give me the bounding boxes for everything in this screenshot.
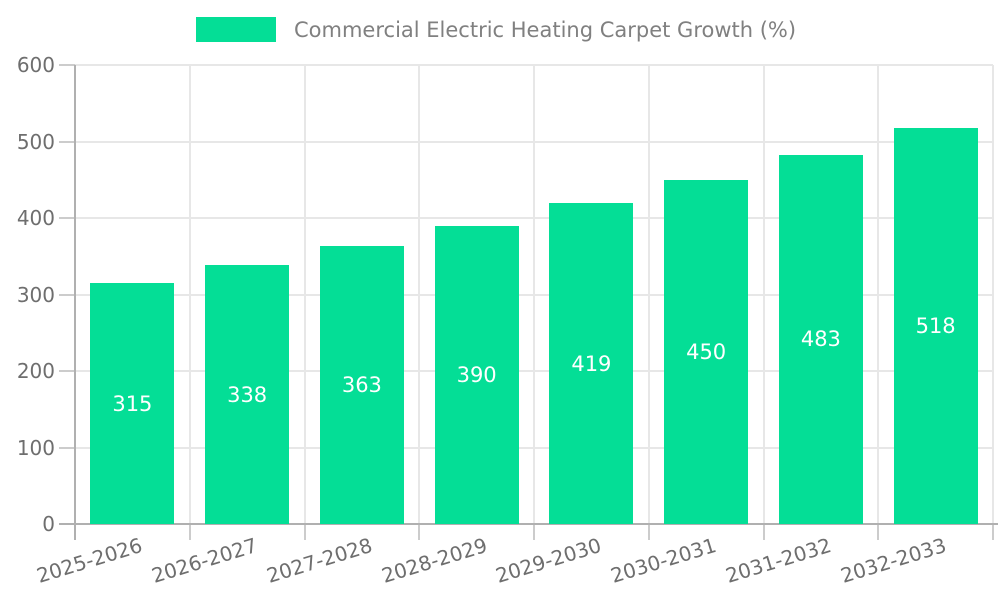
bar-value-label: 363: [341, 373, 382, 398]
legend-swatch: [196, 17, 276, 42]
legend-label: Commercial Electric Heating Carpet Growt…: [294, 17, 797, 42]
y-axis-tick-label: 200: [16, 359, 55, 383]
v-gridline: [303, 65, 306, 524]
x-axis-tick: [877, 524, 880, 540]
x-axis-tick: [762, 524, 765, 540]
v-gridline: [647, 65, 650, 524]
y-axis-tick: [59, 64, 75, 66]
x-axis-tick-label: 2025-2026: [34, 533, 146, 588]
bar[interactable]: 363: [319, 246, 404, 524]
x-axis-tick-label: 2028-2029: [378, 533, 490, 588]
x-axis-tick: [418, 524, 421, 540]
x-axis-line: [59, 523, 998, 525]
x-axis-tick-label: 2029-2030: [493, 533, 605, 588]
y-axis-tick-label: 100: [16, 435, 55, 460]
bar-value-label: 518: [915, 313, 956, 338]
v-gridline: [533, 65, 535, 524]
bar[interactable]: 450: [664, 179, 749, 524]
bar-value-label: 315: [112, 391, 153, 416]
x-axis-tick: [303, 524, 306, 540]
bar[interactable]: 338: [205, 265, 290, 524]
y-axis-tick-label: 400: [16, 206, 55, 230]
y-axis-tick: [59, 217, 75, 219]
bar[interactable]: 315: [90, 283, 175, 524]
y-axis-tick: [59, 370, 75, 372]
x-axis-tick-label: 2026-2027: [148, 533, 261, 588]
y-axis-line: [74, 65, 76, 540]
bar[interactable]: 483: [778, 154, 863, 524]
x-axis-tick-label: 2031-2032: [722, 533, 834, 588]
x-axis-tick-label: 2032-2033: [837, 533, 949, 588]
y-axis-tick: [59, 140, 75, 143]
v-gridline: [992, 65, 994, 524]
y-axis-tick-label: 300: [16, 282, 55, 307]
bar[interactable]: 518: [893, 127, 978, 524]
bar-value-label: 390: [456, 362, 497, 387]
v-gridline: [877, 65, 880, 524]
y-axis-tick-label: 600: [16, 53, 55, 77]
v-gridline: [418, 65, 421, 524]
chart-legend[interactable]: Commercial Electric Heating Carpet Growt…: [196, 17, 796, 42]
x-axis-tick-label: 2027-2028: [263, 533, 375, 588]
y-axis-tick-label: 0: [42, 512, 55, 536]
bar-value-label: 338: [227, 382, 268, 407]
bar-value-label: 483: [800, 327, 841, 352]
bar-value-label: 450: [686, 339, 727, 364]
y-axis-tick: [59, 293, 75, 296]
bar[interactable]: 390: [434, 225, 519, 524]
bar[interactable]: 419: [549, 203, 634, 524]
x-axis-tick: [188, 524, 191, 540]
x-axis-tick: [647, 524, 650, 540]
x-axis-tick: [992, 524, 994, 540]
y-axis-tick-label: 500: [16, 129, 55, 154]
v-gridline: [762, 65, 765, 524]
x-axis-tick: [533, 524, 535, 540]
v-gridline: [188, 65, 191, 524]
bar-value-label: 419: [571, 351, 612, 376]
x-axis-tick-label: 2030-2031: [607, 533, 720, 588]
y-axis-tick: [59, 446, 75, 449]
